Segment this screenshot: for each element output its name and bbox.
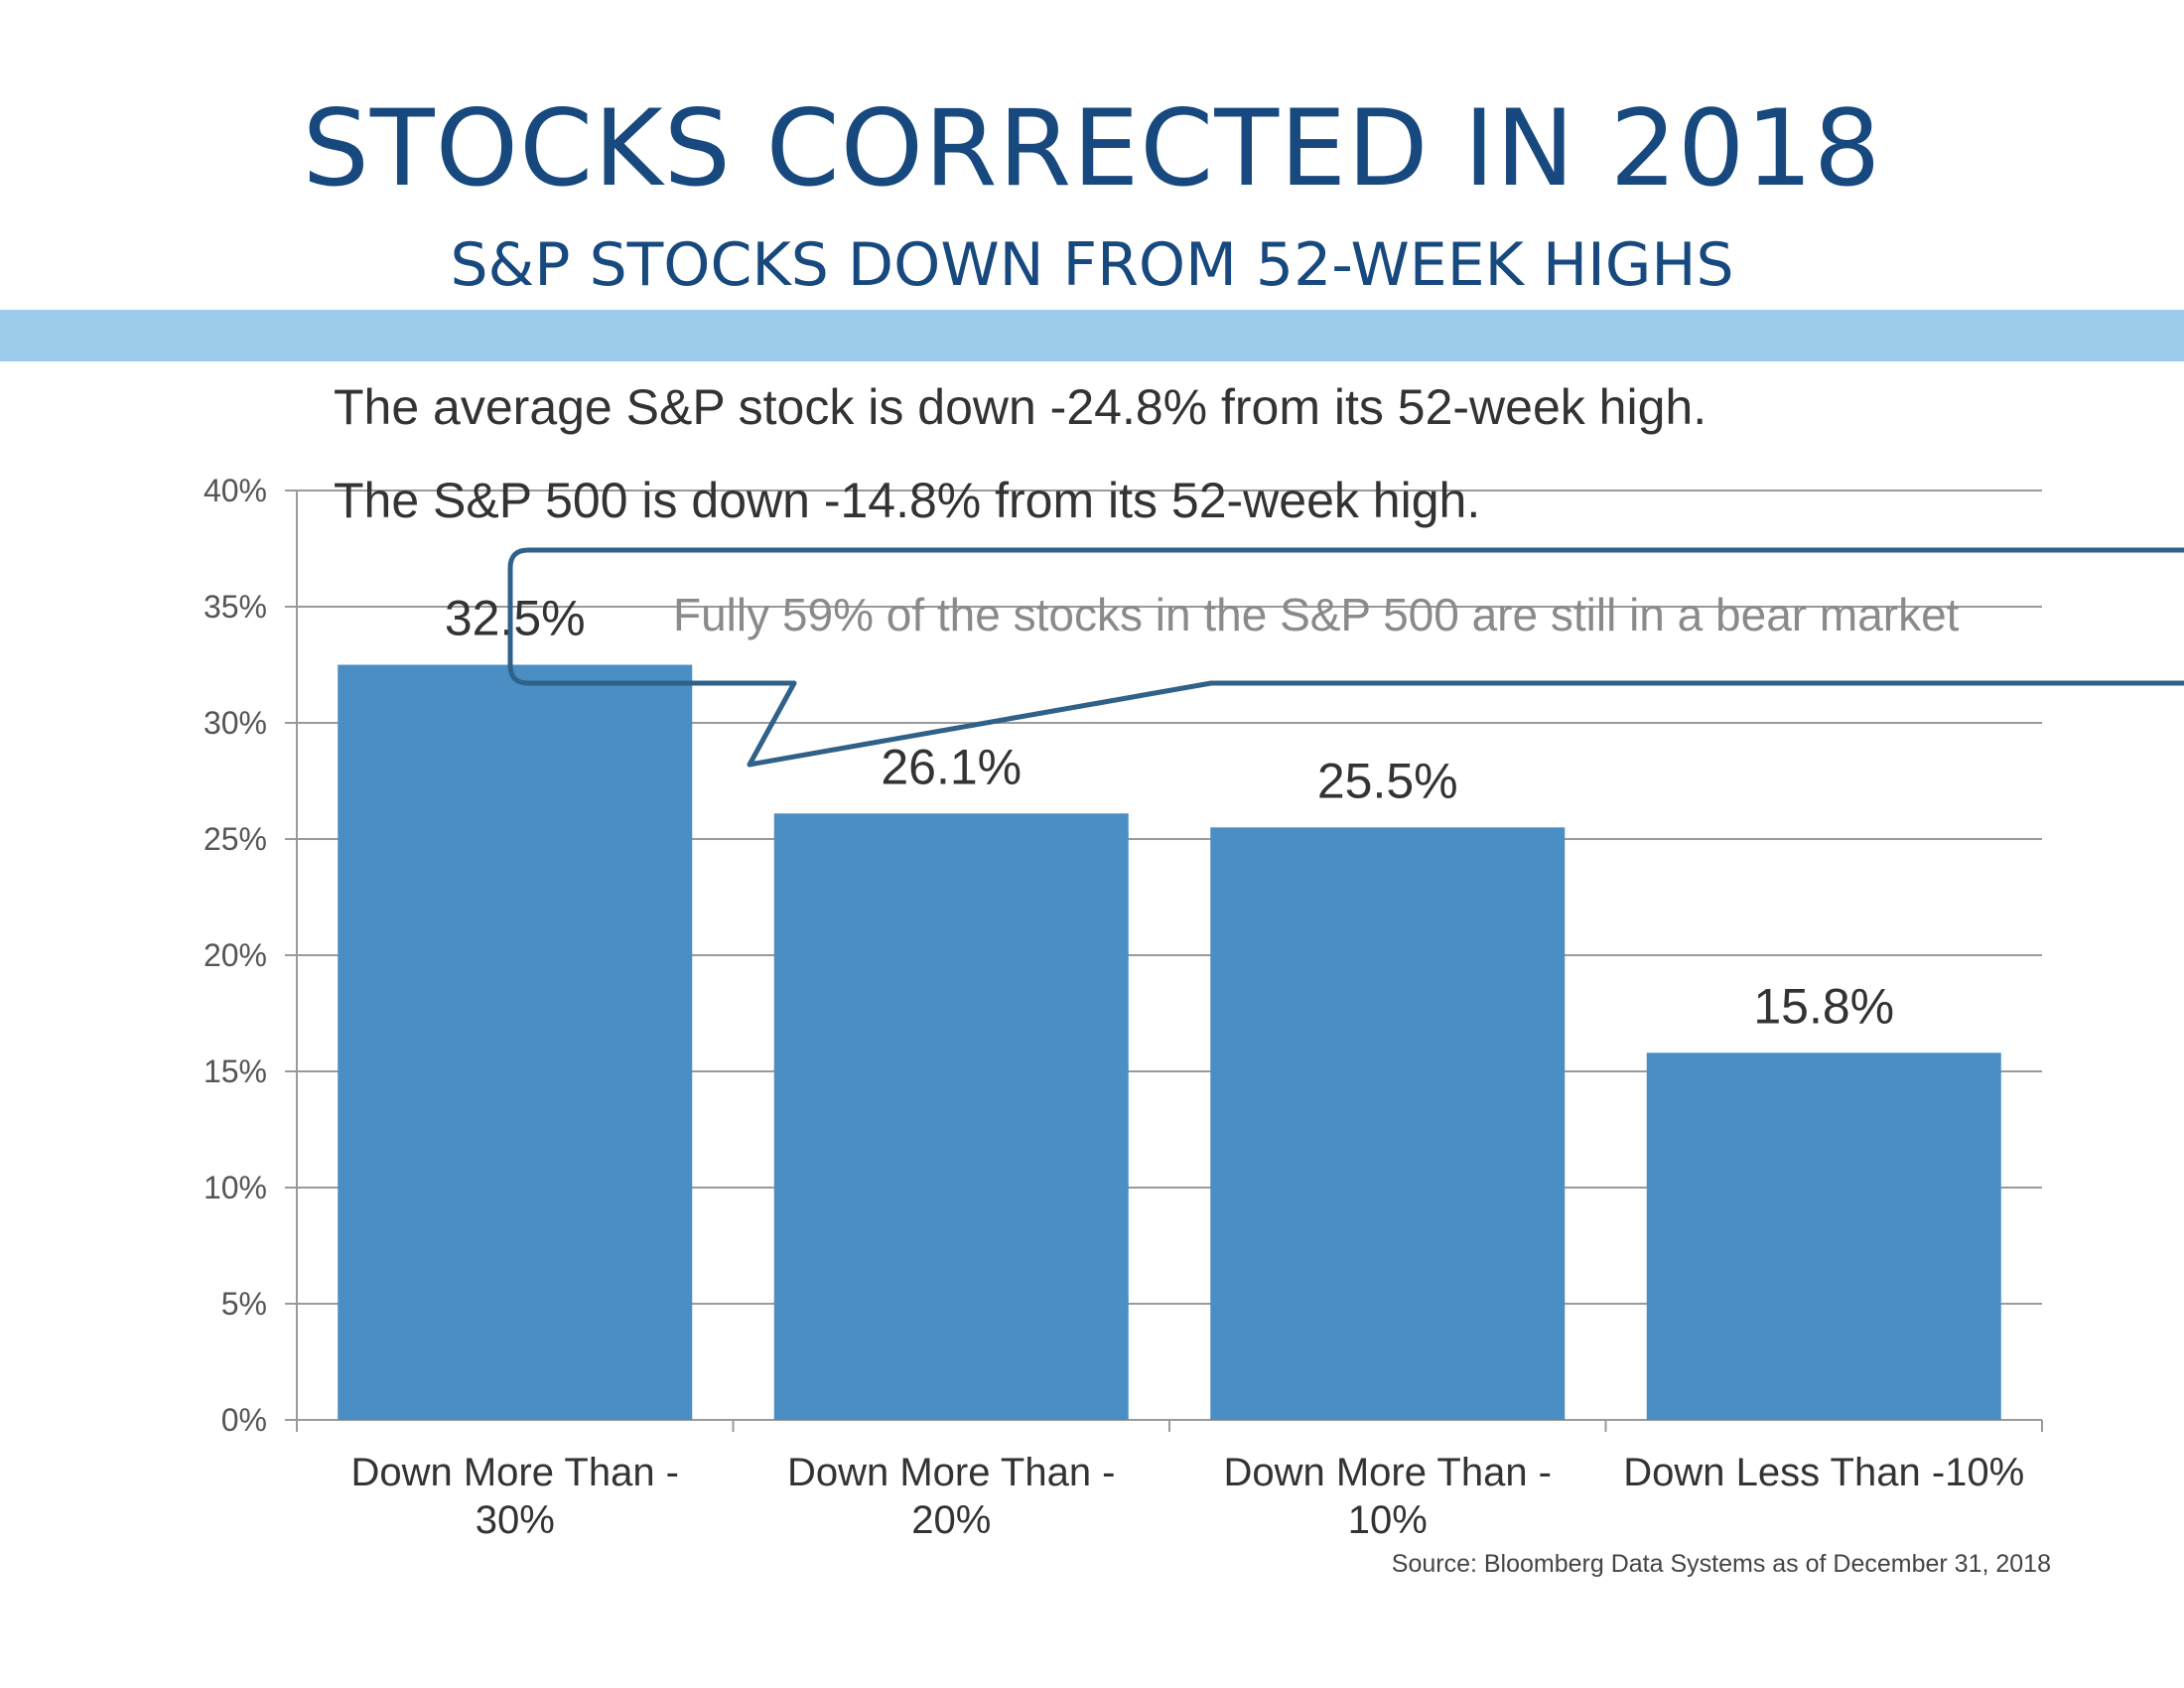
category-label: Down More Than - [787, 1451, 1116, 1494]
data-label: 32.5% [445, 591, 586, 646]
y-tick-label: 25% [204, 821, 267, 857]
axes: 0% 5% 10% 15% 20% 25% 30% 35% 40% [204, 473, 2043, 1438]
y-tick-label: 35% [204, 589, 267, 625]
category-label: Down More Than - [350, 1451, 679, 1494]
callout-text: Fully 59% of the stocks in the S&P 500 a… [673, 589, 1960, 640]
page-title: STOCKS CORRECTED IN 2018 [302, 87, 1882, 210]
y-tick-label: 5% [221, 1286, 267, 1322]
index-note: The S&P 500 is down -14.8% from its 52-w… [334, 473, 1481, 528]
y-tick-label: 15% [204, 1054, 267, 1089]
y-tick-label: 40% [204, 473, 267, 508]
bar [773, 813, 1129, 1420]
data-label: 26.1% [881, 739, 1022, 794]
source-note: Source: Bloomberg Data Systems as of Dec… [1391, 1550, 2051, 1578]
bar [338, 664, 693, 1420]
average-stock-note: The average S&P stock is down -24.8% fro… [334, 379, 1707, 435]
bar [1210, 827, 1566, 1420]
page-subtitle: S&P STOCKS DOWN FROM 52-WEEK HIGHS [450, 230, 1734, 300]
labels: 32.5%Down More Than -30%26.1%Down More T… [350, 591, 2024, 1543]
category-label: Down Less Than -10% [1623, 1451, 2024, 1494]
category-label: Down More Than - [1223, 1451, 1552, 1494]
bars [338, 664, 2001, 1420]
y-tick-label: 10% [204, 1170, 267, 1205]
data-label: 15.8% [1753, 978, 1894, 1034]
callout-box [507, 547, 2184, 768]
data-label: 25.5% [1317, 753, 1458, 808]
category-label: 30% [476, 1498, 555, 1542]
bar [1646, 1053, 2001, 1420]
callout-outline [507, 547, 2184, 768]
y-tick-label: 30% [204, 705, 267, 741]
y-tick-label: 20% [204, 937, 267, 973]
category-label: 20% [911, 1498, 991, 1542]
header-band [0, 310, 2184, 361]
category-label: 10% [1348, 1498, 1428, 1542]
y-tick-label: 0% [221, 1402, 267, 1438]
